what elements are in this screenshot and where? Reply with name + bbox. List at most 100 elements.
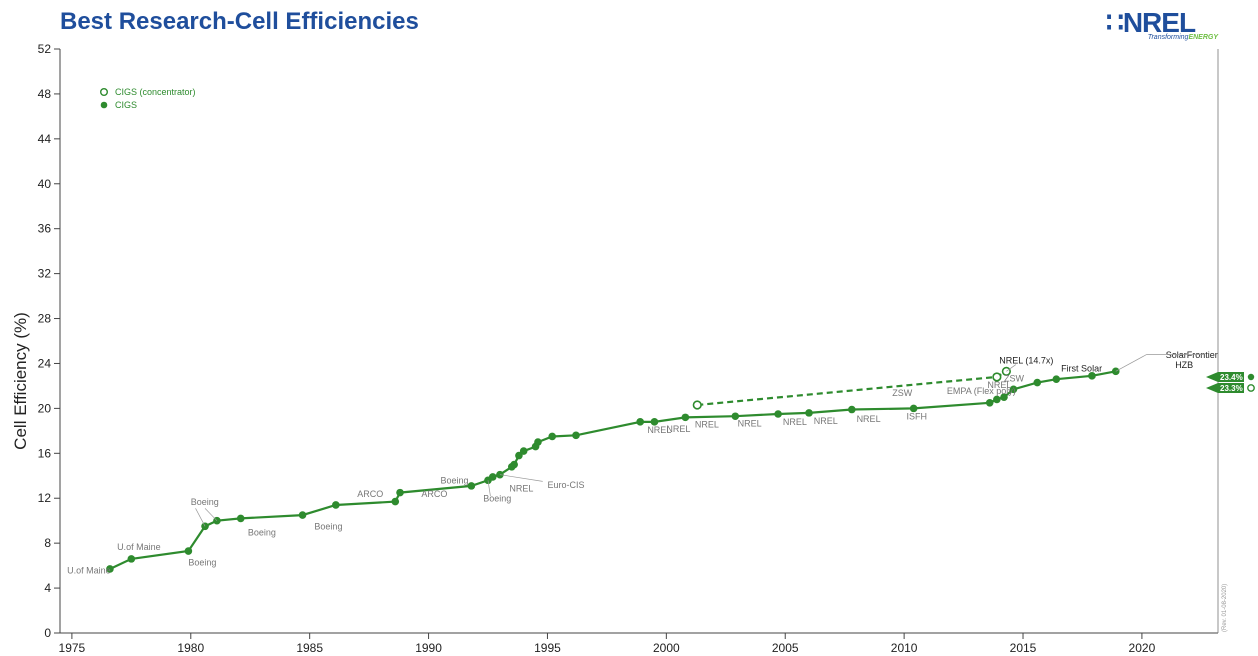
x-tick-label: 2000 (653, 641, 680, 655)
y-tick-label: 36 (38, 222, 52, 236)
legend-label: CIGS (115, 100, 137, 110)
data-point (515, 451, 523, 460)
data-point (332, 501, 340, 509)
annotation-label: ZSW (892, 388, 913, 398)
annotation-label: NREL (857, 414, 881, 424)
annotation-leader (487, 480, 491, 497)
annotation-label: NREL (695, 419, 719, 429)
revision-note: (Rev. 01-08-2020) (1222, 584, 1228, 632)
y-tick-label: 32 (38, 267, 52, 281)
data-point (1052, 375, 1061, 383)
annotation-label: NREL (647, 425, 671, 435)
annotation-label: ARCO (421, 489, 447, 499)
annotation-leader (195, 508, 206, 527)
annotation-label: ARCO (357, 489, 383, 499)
y-tick-label: 44 (38, 132, 52, 146)
data-point (692, 400, 702, 410)
data-point (1009, 385, 1018, 394)
y-tick-label: 24 (38, 356, 52, 370)
annotation-label: Boeing (314, 522, 342, 532)
x-tick-label: 2020 (1129, 641, 1156, 655)
annotation-label: HZB (1175, 360, 1193, 370)
data-point (992, 372, 1002, 382)
annotation-label: Boeing (483, 494, 511, 504)
nrel-logo-mark: ∷NREL (1106, 6, 1196, 39)
x-tick-label: 1980 (177, 641, 204, 655)
annotation-label: NREL (509, 483, 533, 493)
annotation-leader (1006, 364, 1017, 372)
y-tick-label: 0 (44, 626, 51, 640)
annotation-label: Boeing (440, 476, 468, 486)
legend-label: CIGS (concentrator) (115, 87, 196, 97)
data-point (510, 460, 518, 469)
annotation-label: ISFH (907, 412, 928, 422)
annotation-label: First Solar (1061, 363, 1102, 373)
annotation-label: NREL (666, 424, 690, 434)
annotation-label: Boeing (248, 527, 276, 537)
data-point (1033, 378, 1042, 387)
annotation-label: U.of Maine (67, 565, 111, 575)
end-label-marker (1247, 384, 1255, 392)
legend-marker (100, 101, 108, 109)
nrel-tagline-accent: ENERGY (1188, 34, 1218, 41)
annotation-label: Boeing (191, 497, 219, 507)
annotation-leader (499, 474, 543, 482)
y-tick-label: 28 (38, 312, 52, 326)
data-point (391, 497, 400, 506)
chart-legend: CIGS (concentrator) CIGS (99, 87, 196, 110)
nrel-logo-text: NREL (1122, 7, 1196, 38)
y-tick-label: 40 (38, 177, 52, 191)
data-point (985, 398, 994, 407)
end-label-text: 23.4% (1220, 373, 1243, 382)
end-label-marker (1247, 373, 1255, 381)
data-point (909, 404, 918, 413)
data-point (534, 438, 542, 446)
annotation-label: Euro-CIS (547, 480, 584, 490)
annotation-label: ZSW (1004, 373, 1025, 383)
chart-annotations: U.of Maine U.of Maine Boeing Boeing Boeing Bo… (67, 350, 1218, 576)
annotation-label: NREL (783, 417, 807, 427)
chart-axes (59, 49, 1219, 634)
data-point (681, 413, 690, 422)
y-tick-label: 48 (38, 87, 52, 101)
x-tick-label: 1985 (296, 641, 323, 655)
data-point (1111, 367, 1120, 376)
nrel-tagline: TransformingENERGY (1148, 34, 1218, 41)
data-point (488, 473, 497, 481)
end-label-flag (1206, 372, 1244, 382)
annotation-label: NREL (14.7x) (999, 355, 1053, 365)
data-point (236, 514, 245, 523)
data-point (184, 547, 193, 555)
annotation-label: NREL (738, 418, 762, 428)
annotation-label: EMPA (Flex poly) (947, 386, 1016, 396)
annotation-label: NREL (814, 416, 838, 426)
annotation-label: SolarFrontier (1166, 350, 1218, 360)
end-label-text: 23.3% (1220, 384, 1243, 393)
x-tick-label: 2010 (891, 641, 918, 655)
series-line (109, 370, 1117, 570)
data-point (1088, 372, 1096, 380)
legend-marker (99, 87, 108, 96)
data-point (1000, 393, 1008, 401)
y-tick-label: 20 (38, 401, 52, 415)
chart-title: Best Research-Cell Efficiencies (60, 8, 419, 35)
data-point (731, 412, 740, 421)
nrel-logo-icon: ∷ (1106, 7, 1124, 38)
x-tick-label: 1990 (415, 641, 442, 655)
data-point (993, 395, 1001, 404)
x-tick-label: 2015 (1010, 641, 1037, 655)
data-point (519, 447, 528, 455)
y-tick-label: 4 (44, 581, 51, 595)
annotation-label: U.of Maine (117, 542, 161, 552)
nrel-tagline-prefix: Transforming (1147, 34, 1189, 41)
chart-end-labels: 23.4% 23.3% (1206, 372, 1255, 393)
annotation-label: Boeing (188, 558, 216, 568)
x-tick-label: 2005 (772, 641, 799, 655)
data-point (396, 488, 404, 497)
end-label-flag (1206, 383, 1244, 393)
data-point (650, 418, 659, 426)
annotation-label: NREL (987, 380, 1011, 390)
data-point (467, 482, 476, 490)
